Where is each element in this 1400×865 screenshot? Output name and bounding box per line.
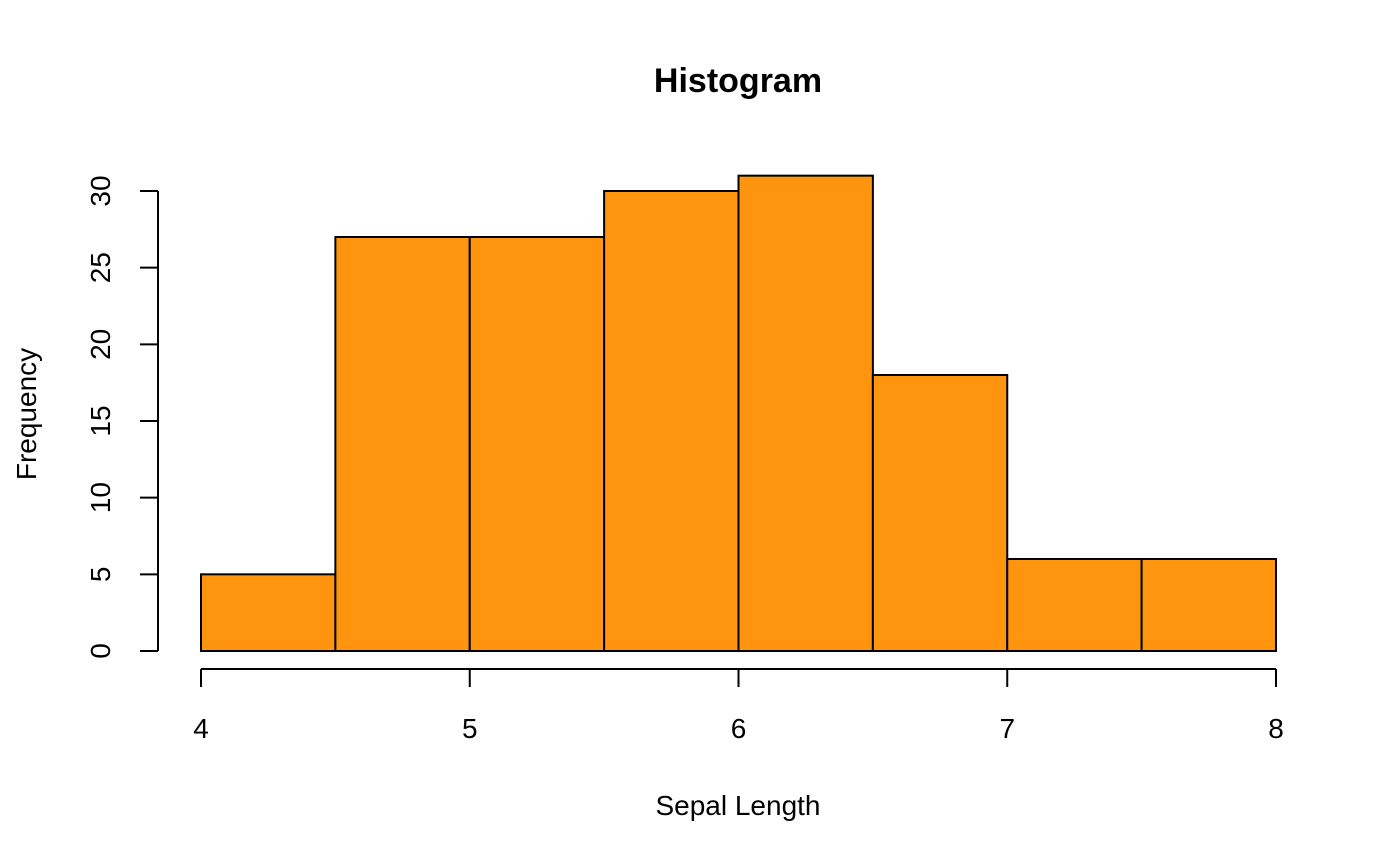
x-tick-label-3: 7 bbox=[999, 713, 1015, 744]
y-tick-label-0: 0 bbox=[85, 643, 116, 659]
y-tick-label-5: 25 bbox=[85, 252, 116, 283]
histogram-bar-2 bbox=[468, 236, 606, 652]
y-tick-label-2: 10 bbox=[85, 482, 116, 513]
histogram-bar-6 bbox=[1006, 558, 1143, 652]
x-axis: 4 5 6 7 8 bbox=[193, 668, 1284, 744]
y-tick-label-1: 5 bbox=[85, 567, 116, 583]
chart-title: Histogram bbox=[654, 62, 822, 100]
histogram-bar-4 bbox=[737, 174, 874, 653]
histogram-bar-1 bbox=[334, 236, 471, 652]
y-tick-label-4: 20 bbox=[85, 329, 116, 360]
histogram-bar-0 bbox=[200, 573, 337, 652]
y-tick-label-6: 30 bbox=[85, 175, 116, 206]
x-tick-label-1: 5 bbox=[462, 713, 478, 744]
y-tick-label-3: 15 bbox=[85, 405, 116, 436]
x-tick-label-4: 8 bbox=[1268, 713, 1284, 744]
x-axis-label: Sepal Length bbox=[655, 790, 820, 821]
histogram-bar-7 bbox=[1140, 558, 1277, 652]
y-axis-label: Frequency bbox=[11, 348, 42, 480]
bars-group bbox=[200, 174, 1277, 653]
y-axis: 0 5 10 15 20 25 30 bbox=[85, 175, 159, 659]
histogram-bar-5 bbox=[871, 374, 1009, 652]
x-tick-label-2: 6 bbox=[731, 713, 747, 744]
x-tick-label-0: 4 bbox=[193, 713, 209, 744]
histogram-bar-3 bbox=[603, 190, 740, 652]
